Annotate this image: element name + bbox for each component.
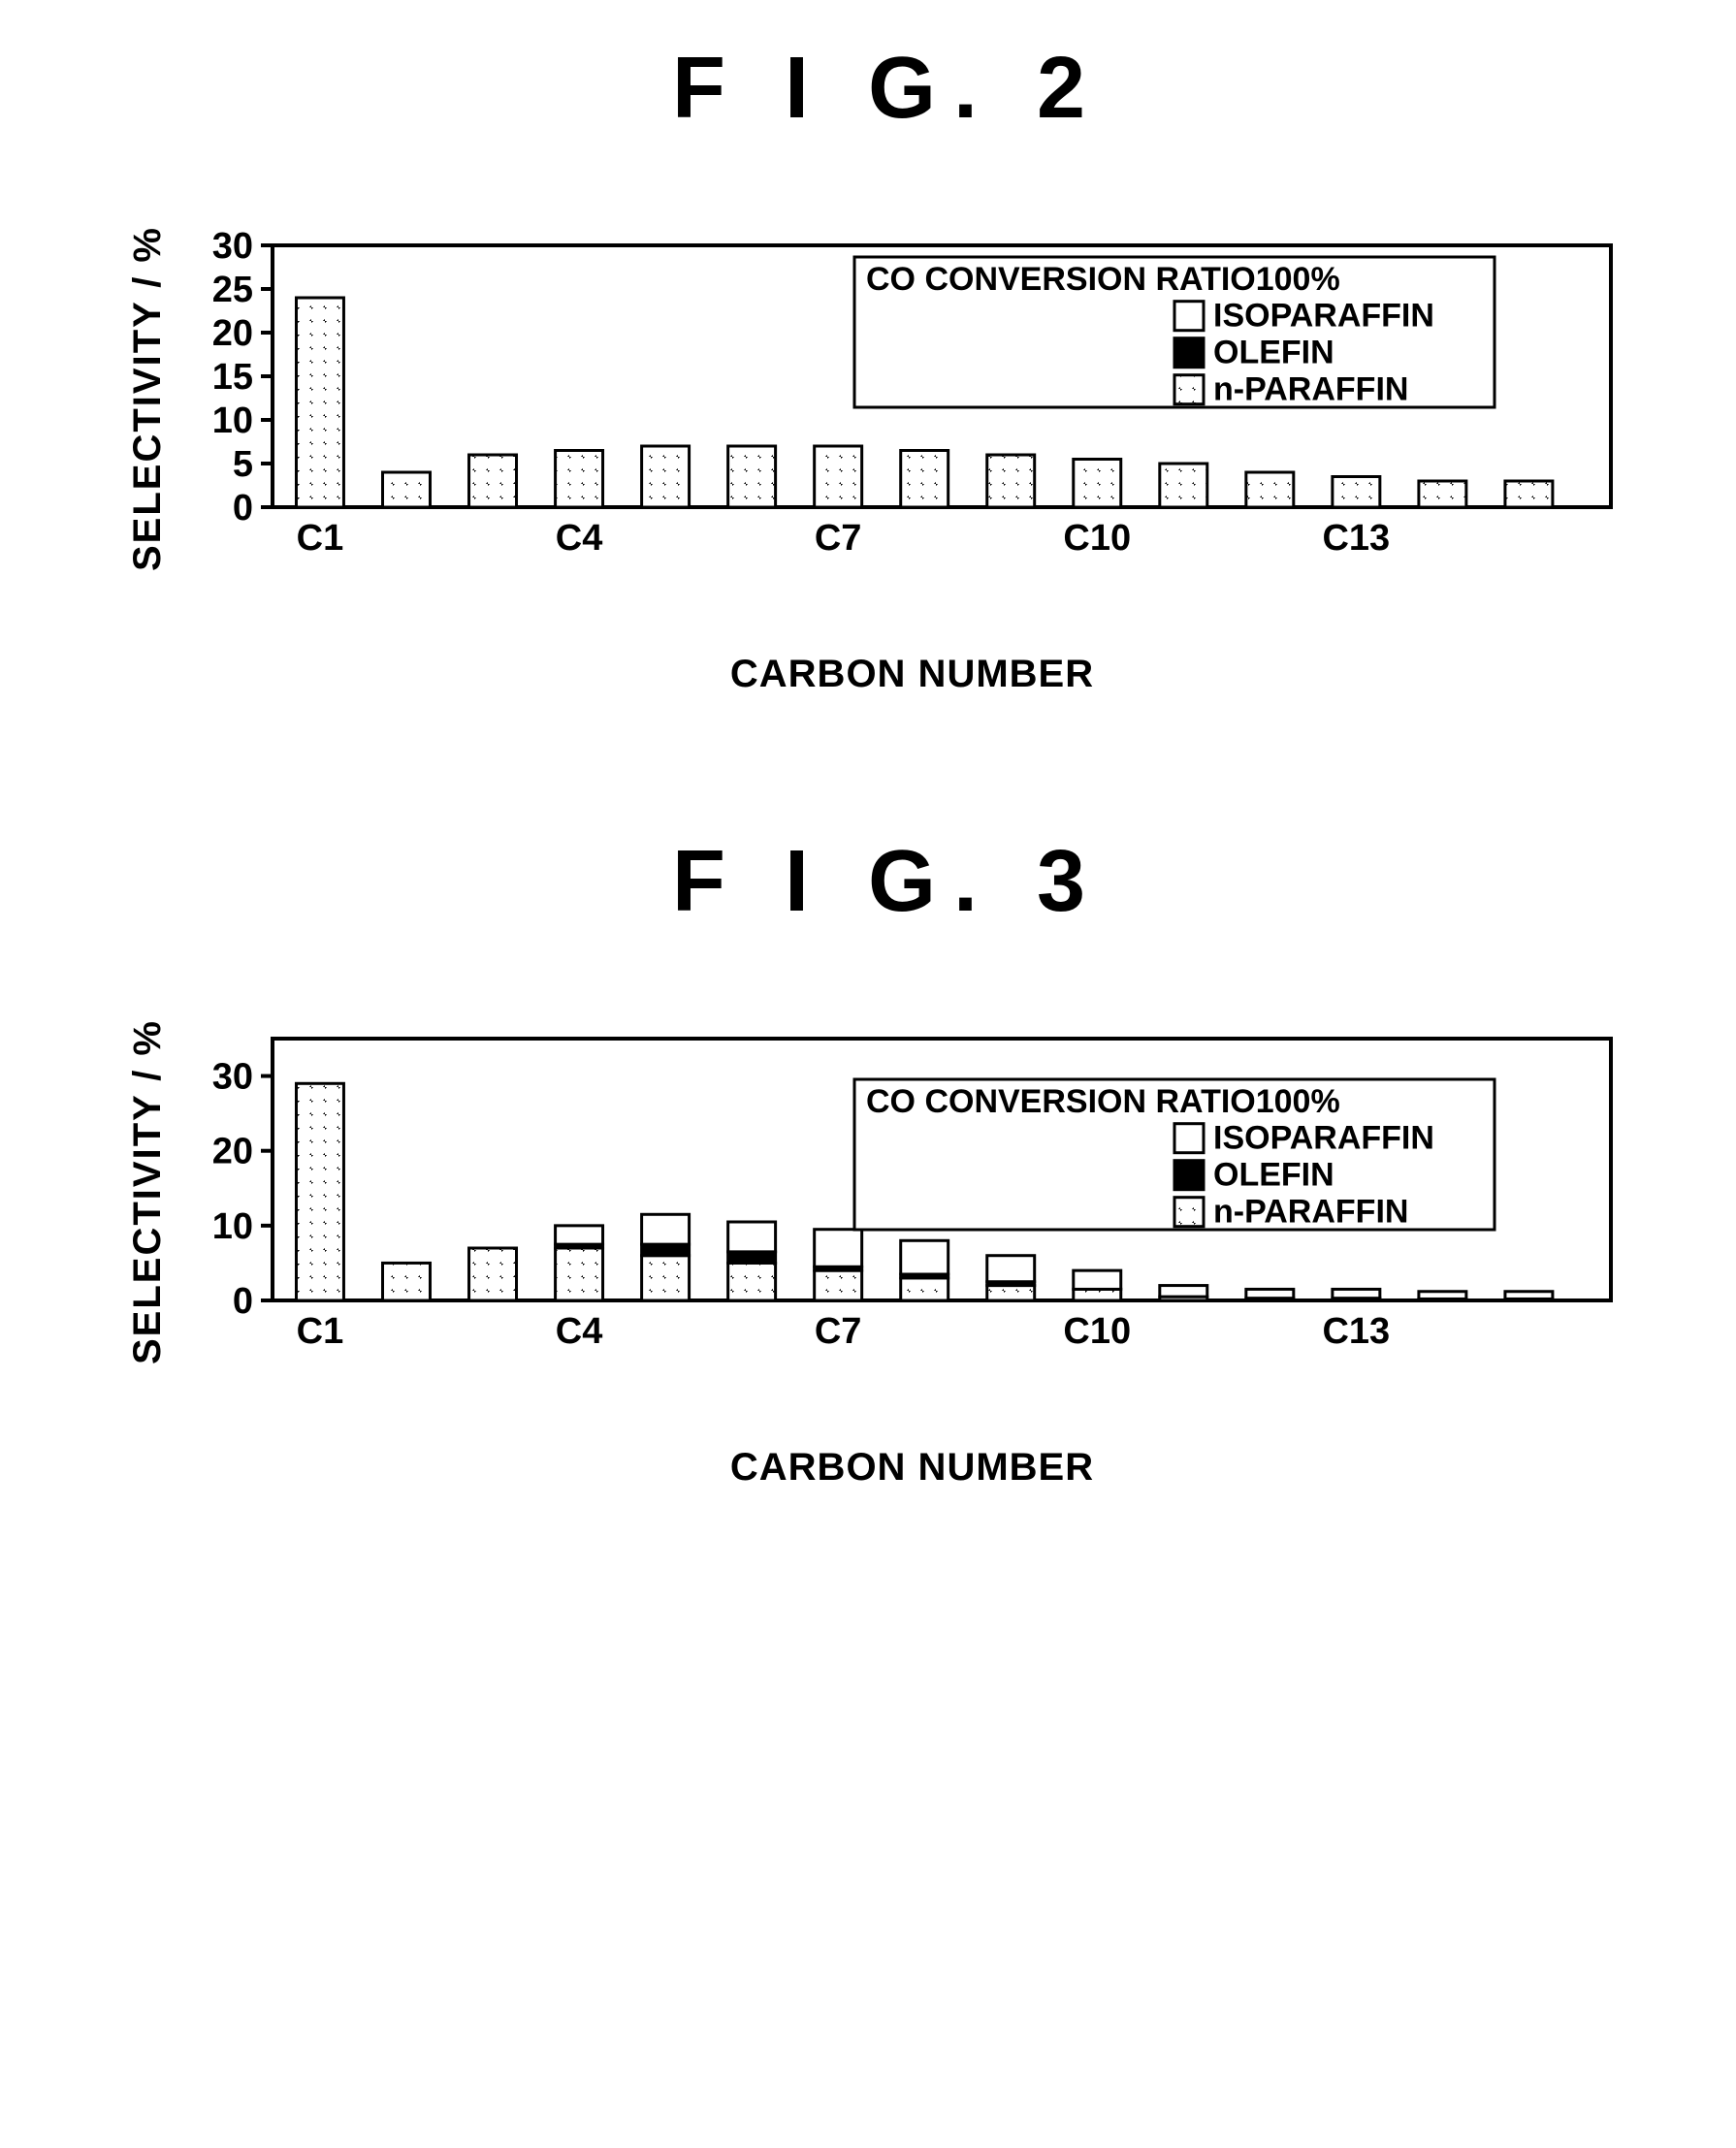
bar-segment	[641, 1244, 689, 1256]
ytick-label: 30	[211, 226, 252, 267]
bar-segment	[641, 1214, 689, 1244]
legend-label: ISOPARAFFIN	[1213, 298, 1434, 335]
legend-label: n-PARAFFIN	[1213, 1194, 1408, 1231]
bar-segment	[1504, 481, 1552, 507]
bar-segment	[814, 1270, 861, 1300]
xtick-label: C10	[1063, 1311, 1131, 1352]
legend-swatch	[1174, 1124, 1204, 1153]
bar-segment	[468, 1248, 516, 1300]
chart-wrap: SELECTIVITY / % 0 10 20 30 C1 C4 C7 C10 C13 CO CON…	[19, 1019, 1736, 1490]
figure-title: F I G. 2	[19, 39, 1736, 139]
bar-segment	[1073, 1289, 1120, 1300]
x-axis-label: CARBON NUMBER	[730, 653, 1094, 696]
ytick-label: 10	[211, 401, 252, 441]
y-axis-label: SELECTIVITY / %	[126, 226, 170, 591]
legend-swatch	[1174, 338, 1204, 368]
bar-segment	[1245, 472, 1293, 507]
bar-segment	[900, 1240, 948, 1274]
bar-segment	[296, 1083, 343, 1300]
bar-segment	[1504, 1292, 1552, 1299]
xtick-label: C4	[555, 518, 602, 559]
bar-segment	[296, 298, 343, 507]
legend-swatch	[1174, 1161, 1204, 1190]
xtick-label: C1	[296, 518, 343, 559]
xtick-label: C7	[814, 518, 861, 559]
xtick-label: C7	[814, 1311, 861, 1352]
bar-segment	[986, 1286, 1034, 1300]
bar-segment	[555, 1248, 602, 1300]
bar-segment	[727, 1222, 775, 1252]
ytick-label: 10	[211, 1206, 252, 1247]
legend-label: n-PARAFFIN	[1213, 371, 1408, 408]
chart-svg: 0 10 20 30 C1 C4 C7 C10 C13 CO CONVERSION RATIO10…	[176, 1019, 1650, 1407]
bar-segment	[727, 1263, 775, 1300]
xtick-label: C10	[1063, 518, 1131, 559]
bar-segment	[1159, 464, 1206, 507]
bar-segment	[900, 1278, 948, 1300]
ytick-label: 15	[211, 357, 252, 398]
legend-swatch	[1174, 375, 1204, 404]
bar-segment	[1073, 460, 1120, 508]
bar-segment	[641, 446, 689, 507]
bar-segment	[382, 1263, 430, 1300]
bar-segment	[986, 1256, 1034, 1282]
figure-title: F I G. 3	[19, 832, 1736, 932]
bar-segment	[727, 1252, 775, 1264]
bar-segment	[814, 446, 861, 507]
bar-segment	[900, 451, 948, 508]
bar-segment	[1159, 1286, 1206, 1298]
bar-segment	[727, 446, 775, 507]
bar-segment	[555, 1226, 602, 1244]
xtick-label: C13	[1322, 518, 1390, 559]
bar-segment	[1418, 1292, 1465, 1299]
figure-block: F I G. 3 SELECTIVITY / % 0 10 20 30 C1 C4 C7 C10 C…	[19, 832, 1736, 1490]
bar-segment	[814, 1230, 861, 1267]
ytick-label: 5	[232, 444, 252, 485]
legend-label: OLEFIN	[1213, 335, 1334, 371]
ytick-label: 30	[211, 1057, 252, 1098]
bar-segment	[382, 472, 430, 507]
ytick-label: 0	[232, 488, 252, 529]
ytick-label: 0	[232, 1281, 252, 1322]
bar-segment	[641, 1256, 689, 1300]
y-axis-label: SELECTIVITY / %	[126, 1019, 170, 1384]
chart-wrap: SELECTIVITY / % 051015202530 C1 C4 C7 C10 C13 C…	[19, 226, 1736, 696]
chart-holder: 051015202530 C1 C4 C7 C10 C13 CO CONVERSION RA…	[176, 226, 1650, 696]
xtick-label: C13	[1322, 1311, 1390, 1352]
legend-label: ISOPARAFFIN	[1213, 1120, 1434, 1157]
xtick-label: C1	[296, 1311, 343, 1352]
bar-segment	[986, 455, 1034, 507]
bar-segment	[1332, 477, 1379, 508]
legend-title: CO CONVERSION RATIO100%	[866, 261, 1340, 298]
legend-swatch	[1174, 302, 1204, 331]
legend-label: OLEFIN	[1213, 1157, 1334, 1194]
chart-svg: 051015202530 C1 C4 C7 C10 C13 CO CONVERSION RA…	[176, 226, 1650, 614]
bar-segment	[1418, 481, 1465, 507]
ytick-label: 20	[211, 313, 252, 354]
figure-block: F I G. 2 SELECTIVITY / % 051015202530 C1 C4 C…	[19, 39, 1736, 696]
bar-segment	[468, 455, 516, 507]
bar-segment	[1245, 1289, 1293, 1298]
bar-segment	[1332, 1289, 1379, 1298]
xtick-label: C4	[555, 1311, 602, 1352]
x-axis-label: CARBON NUMBER	[730, 1446, 1094, 1490]
bar-segment	[555, 451, 602, 508]
legend-title: CO CONVERSION RATIO100%	[866, 1083, 1340, 1120]
ytick-label: 20	[211, 1132, 252, 1172]
ytick-label: 25	[211, 270, 252, 310]
chart-holder: 0 10 20 30 C1 C4 C7 C10 C13 CO CONVERSION RATIO10…	[176, 1019, 1650, 1490]
bar-segment	[1073, 1270, 1120, 1289]
legend-swatch	[1174, 1198, 1204, 1227]
